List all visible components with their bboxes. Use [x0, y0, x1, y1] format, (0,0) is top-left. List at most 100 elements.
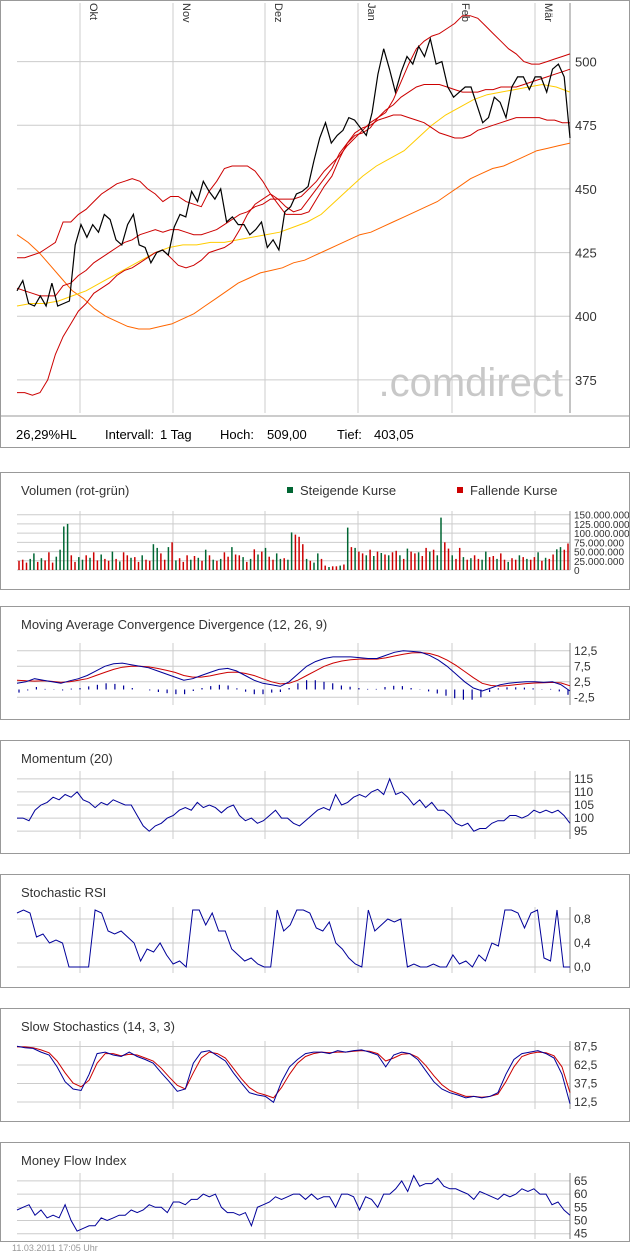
legend-up-swatch — [287, 487, 293, 493]
y-tick-label: 50.000.000 — [574, 548, 624, 559]
y-tick-label: 110 — [574, 785, 593, 799]
momentum-panel: Momentum (20) 115 110 105 100 95 — [0, 740, 630, 854]
y-tick-label: 150.000.000 — [574, 511, 629, 522]
macd-line — [16, 650, 571, 692]
stoch-rsi-series — [16, 909, 570, 969]
y-tick-label: 475 — [575, 118, 597, 133]
bollinger-upper-line — [17, 15, 571, 259]
ma-slow-line — [16, 142, 571, 330]
low-label: Tief: — [337, 427, 362, 442]
slow-stoch-chart: Slow Stochastics (14, 3, 3) 87,5 62,5 37,5… — [16, 1019, 598, 1109]
macd-series — [16, 650, 571, 700]
high-label: Hoch: — [220, 427, 254, 442]
volume-bars — [18, 517, 569, 570]
watermark: .comdirect — [379, 361, 564, 405]
y-tick-label: 0,0 — [574, 960, 591, 974]
y-tick-label: 12,5 — [574, 644, 598, 658]
y-tick-label: 60 — [574, 1187, 588, 1201]
y-tick-label: 2,5 — [574, 675, 591, 689]
volume-panel: Volumen (rot-grün) Steigende Kurse Falle… — [0, 472, 630, 590]
slow-stoch-title: Slow Stochastics (14, 3, 3) — [21, 1019, 175, 1034]
macd-grid — [17, 643, 571, 705]
y-tick-label: 125.000.000 — [574, 520, 629, 531]
y-tick-label: 87,5 — [574, 1040, 598, 1054]
x-label-month: Okt — [87, 3, 99, 20]
price-series — [16, 15, 571, 396]
macd-y-ticks: 12,57,5 2,5-2,5 — [574, 644, 598, 705]
interval-label: Intervall: — [105, 427, 154, 442]
y-tick-label: 0,4 — [574, 936, 591, 950]
stoch-rsi-line — [16, 909, 570, 969]
ma-fast-line — [16, 83, 571, 307]
price-line — [16, 36, 571, 308]
y-tick-label: 0 — [574, 566, 580, 577]
volume-grid — [17, 511, 571, 571]
mfi-line — [16, 1174, 571, 1232]
momentum-series — [17, 777, 571, 832]
stoch-rsi-panel: Stochastic RSI 0,8 0,4 0,0 — [0, 874, 630, 988]
y-tick-label: 375 — [575, 373, 597, 388]
slow-stoch-k-line — [16, 1045, 571, 1104]
momentum-title: Momentum (20) — [21, 751, 113, 766]
x-label-month: Jan — [365, 3, 377, 21]
y-tick-label: 50 — [574, 1214, 588, 1228]
legend-up-label: Steigende Kurse — [300, 483, 396, 498]
volume-y-ticks: 150.000.000125.000.000100.000.00075.000.… — [574, 511, 630, 577]
slow-stoch-grid — [17, 1041, 571, 1109]
stoch-rsi-chart: Stochastic RSI 0,8 0,4 0,0 — [16, 885, 591, 974]
y-tick-label: 115 — [574, 772, 593, 786]
x-label-month: Dez — [272, 3, 284, 23]
y-tick-label: 45 — [574, 1227, 588, 1241]
x-label-month: Mär — [542, 3, 554, 22]
y-tick-label: 100.000.000 — [574, 529, 629, 540]
stoch-rsi-y-ticks: 0,8 0,4 0,0 — [574, 912, 591, 974]
timestamp: 11.03.2011 17:05 Uhr — [12, 1243, 98, 1253]
y-tick-label: 7,5 — [574, 659, 591, 673]
mfi-grid — [17, 1173, 571, 1239]
y-tick-label: 400 — [575, 309, 597, 324]
price-y-ticks: 375 400 425 450 475 500 — [575, 55, 597, 388]
y-tick-label: 105 — [574, 798, 594, 812]
volume-chart: Volumen (rot-grün) Steigende Kurse Falle… — [17, 483, 630, 577]
price-grid — [17, 3, 571, 413]
momentum-grid — [17, 771, 571, 839]
bollinger-lower-line — [17, 114, 570, 396]
mfi-panel: Money Flow Index 65 60 55 50 45 — [0, 1142, 630, 1242]
y-tick-label: 95 — [574, 824, 588, 838]
legend-down-swatch — [457, 487, 463, 493]
y-tick-label: 25.000.000 — [574, 557, 624, 568]
low-value: 403,05 — [374, 427, 414, 442]
x-label-month: Nov — [180, 3, 192, 23]
slow-stoch-y-ticks: 87,5 62,5 37,5 12,5 — [574, 1040, 598, 1109]
y-tick-label: 100 — [574, 811, 594, 825]
macd-signal-line — [16, 652, 571, 687]
slow-stoch-panel: Slow Stochastics (14, 3, 3) 87,5 62,5 37,5… — [0, 1008, 630, 1122]
price-panel: .comdirect Okt Nov Dez Jan Feb Mär 375 400 425 4… — [0, 0, 630, 448]
y-tick-label: 425 — [575, 246, 597, 261]
legend-down-label: Fallende Kurse — [470, 483, 557, 498]
y-tick-label: 62,5 — [574, 1058, 598, 1072]
momentum-line — [17, 777, 571, 832]
y-tick-label: 500 — [575, 55, 597, 70]
y-tick-label: 450 — [575, 182, 597, 197]
y-tick-label: 75.000.000 — [574, 538, 624, 549]
y-tick-label: 0,8 — [574, 912, 591, 926]
y-tick-label: -2,5 — [574, 690, 595, 704]
volume-title: Volumen (rot-grün) — [21, 483, 129, 498]
y-tick-label: 12,5 — [574, 1095, 598, 1109]
mfi-title: Money Flow Index — [21, 1153, 127, 1168]
mfi-series — [16, 1174, 571, 1232]
y-tick-label: 37,5 — [574, 1077, 598, 1091]
macd-panel: Moving Average Convergence Divergence (1… — [0, 606, 630, 720]
slow-stoch-d-line — [17, 1046, 571, 1099]
bollinger-middle-line — [16, 68, 571, 297]
interval-value: 1 Tag — [160, 427, 192, 442]
slow-stoch-series — [16, 1045, 571, 1104]
y-tick-label: 55 — [574, 1200, 588, 1214]
perf-value: 26,29%HL — [16, 427, 77, 442]
x-label-month: Feb — [459, 3, 471, 22]
